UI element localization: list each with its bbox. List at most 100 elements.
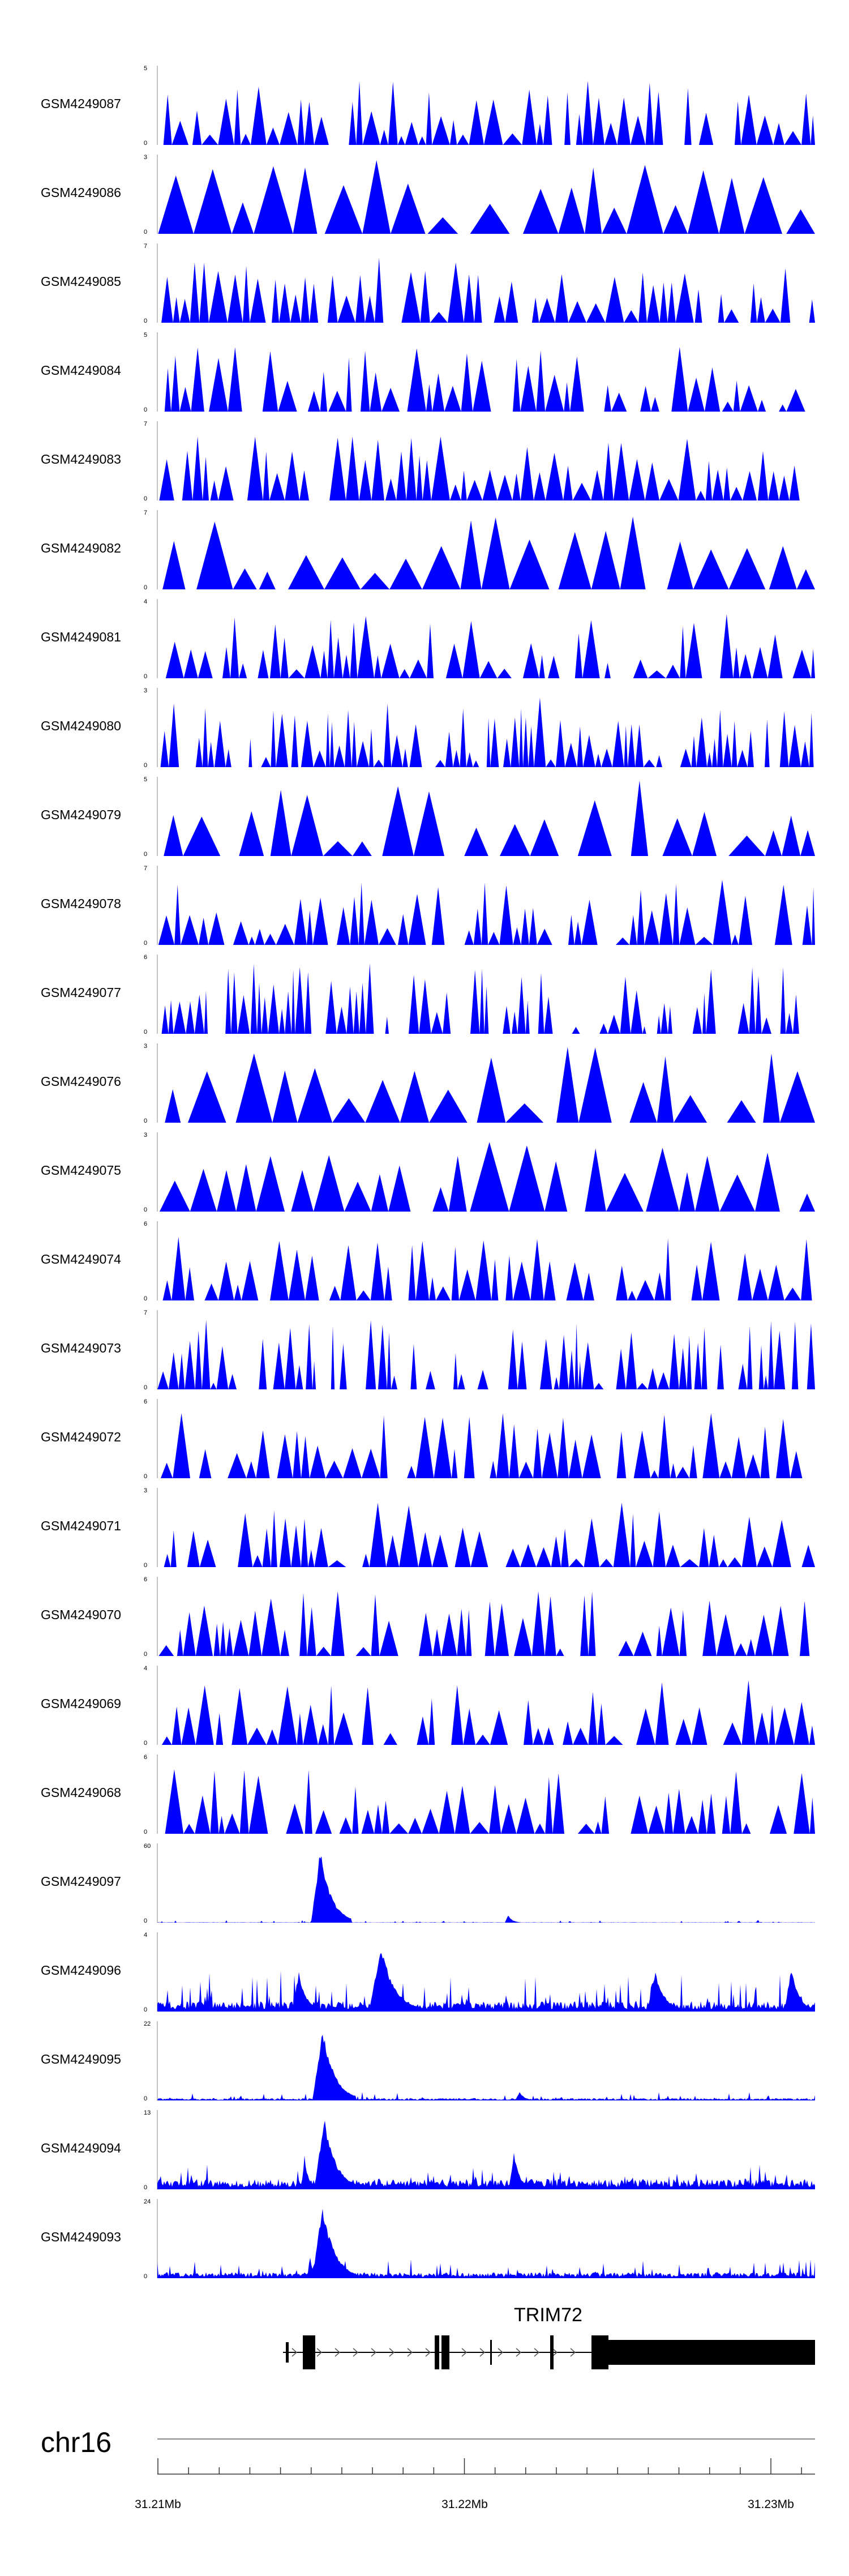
- y-axis-min-label: 0: [144, 940, 148, 947]
- track-label: GSM4249094: [41, 2141, 121, 2155]
- coverage-plot: [157, 1932, 815, 2012]
- track-GSM4249093: GSM4249093 24 0: [0, 2196, 849, 2284]
- coverage-area: [157, 1142, 815, 1212]
- coverage-plot: [157, 1488, 815, 1567]
- y-axis-max-label: 3: [144, 1132, 148, 1139]
- coverage-plot: [157, 510, 815, 589]
- coverage-area: [157, 436, 815, 500]
- y-axis-min-label: 0: [144, 2184, 148, 2191]
- track-label: GSM4249074: [41, 1252, 121, 1266]
- y-axis-max-label: 4: [144, 1665, 148, 1672]
- coverage-plot: [157, 1132, 815, 1212]
- y-axis-max-label: 3: [144, 154, 148, 161]
- strand-chevron: [389, 2348, 395, 2357]
- y-axis-max-label: 7: [144, 1310, 148, 1316]
- track-label: GSM4249093: [41, 2230, 121, 2244]
- coverage-plot: [157, 1666, 815, 1745]
- track-GSM4249096: GSM4249096 4 0: [0, 1929, 849, 2018]
- coverage-area: [157, 1047, 815, 1123]
- y-axis-max-label: 3: [144, 1487, 148, 1494]
- y-axis-max-label: 24: [144, 2198, 151, 2205]
- y-axis-max-label: 5: [144, 776, 148, 783]
- gene-model-TRIM72: [283, 2335, 815, 2369]
- y-axis-max-label: 6: [144, 954, 148, 961]
- track-GSM4249080: GSM4249080 3 0: [0, 684, 849, 773]
- coverage-plot: [157, 421, 815, 500]
- coverage-area: [157, 1856, 815, 1923]
- y-axis-max-label: 13: [144, 2109, 151, 2116]
- y-axis-max-label: 7: [144, 243, 148, 250]
- y-axis-max-label: 22: [144, 2021, 151, 2027]
- coverage-plot: [157, 1043, 815, 1123]
- coverage-plot: [157, 243, 815, 323]
- coverage-plot: [157, 332, 815, 412]
- y-axis-max-label: 7: [144, 510, 148, 516]
- track-label: GSM4249082: [41, 541, 121, 555]
- axis-tick-label-1: 31.21Mb: [135, 2498, 181, 2511]
- coverage-plot: [157, 688, 815, 767]
- coverage-area: [157, 1413, 815, 1478]
- y-axis-min-label: 0: [144, 1206, 148, 1213]
- y-axis-min-label: 0: [144, 851, 148, 858]
- track-GSM4249083: GSM4249083 7 0: [0, 418, 849, 507]
- y-axis-min-label: 0: [144, 762, 148, 769]
- y-axis-max-label: 7: [144, 421, 148, 427]
- track-label: GSM4249073: [41, 1341, 121, 1355]
- track-GSM4249086: GSM4249086 3 0: [0, 151, 849, 240]
- coverage-plot: [157, 1221, 815, 1300]
- track-GSM4249075: GSM4249075 3 0: [0, 1129, 849, 1218]
- track-label: GSM4249078: [41, 896, 121, 911]
- track-GSM4249078: GSM4249078 7 0: [0, 862, 849, 951]
- track-label: GSM4249071: [41, 1518, 121, 1533]
- axis-tick-label-3: 31.23Mb: [748, 2498, 794, 2511]
- coverage-plot: [157, 1755, 815, 1834]
- y-axis-max-label: 3: [144, 687, 148, 694]
- y-axis-min-label: 0: [144, 495, 148, 502]
- strand-chevron: [291, 2348, 298, 2357]
- y-axis-max-label: 3: [144, 1043, 148, 1050]
- strand-chevron: [552, 2348, 558, 2357]
- coverage-area: [157, 1591, 815, 1656]
- track-GSM4249095: GSM4249095 22 0: [0, 2018, 849, 2107]
- y-axis-max-label: 7: [144, 865, 148, 872]
- coverage-area: [157, 963, 815, 1034]
- strand-chevron: [570, 2348, 576, 2357]
- coverage-area: [157, 516, 815, 589]
- y-axis-max-label: 6: [144, 1754, 148, 1761]
- coverage-area: [157, 1680, 815, 1745]
- track-GSM4249085: GSM4249085 7 0: [0, 240, 849, 329]
- coverage-area: [157, 1503, 815, 1567]
- coverage-area: [157, 160, 815, 234]
- y-axis-max-label: 4: [144, 1932, 148, 1939]
- track-GSM4249097: GSM4249097 60 0: [0, 1840, 849, 1929]
- coverage-area: [157, 346, 815, 412]
- strand-chevron: [353, 2348, 359, 2357]
- coverage-area: [157, 2209, 815, 2278]
- y-axis-max-label: 5: [144, 65, 148, 72]
- track-GSM4249082: GSM4249082 7 0: [0, 507, 849, 596]
- coverage-plot: [157, 1843, 815, 1923]
- coverage-area: [157, 258, 815, 323]
- gene-exon-2: [435, 2335, 439, 2369]
- track-GSM4249079: GSM4249079 5 0: [0, 773, 849, 862]
- track-GSM4249094: GSM4249094 13 0: [0, 2107, 849, 2196]
- coverage-plot: [157, 2199, 815, 2278]
- track-label: GSM4249081: [41, 630, 121, 644]
- y-axis-min-label: 0: [144, 229, 148, 236]
- strand-chevron: [407, 2348, 413, 2357]
- y-axis-max-label: 4: [144, 598, 148, 605]
- track-label: GSM4249079: [41, 807, 121, 822]
- coverage-plot: [157, 66, 815, 145]
- y-axis-min-label: 0: [144, 1029, 148, 1035]
- y-axis-min-label: 0: [144, 140, 148, 147]
- coverage-plot: [157, 2021, 815, 2100]
- y-axis-min-label: 0: [144, 1473, 148, 1480]
- coverage-area: [157, 80, 815, 145]
- y-axis-max-label: 6: [144, 1221, 148, 1227]
- strand-chevron: [371, 2348, 377, 2357]
- track-GSM4249084: GSM4249084 5 0: [0, 329, 849, 418]
- strand-chevron: [425, 2348, 431, 2357]
- track-label: GSM4249097: [41, 1874, 121, 1889]
- track-GSM4249071: GSM4249071 3 0: [0, 1484, 849, 1573]
- track-GSM4249076: GSM4249076 3 0: [0, 1040, 849, 1129]
